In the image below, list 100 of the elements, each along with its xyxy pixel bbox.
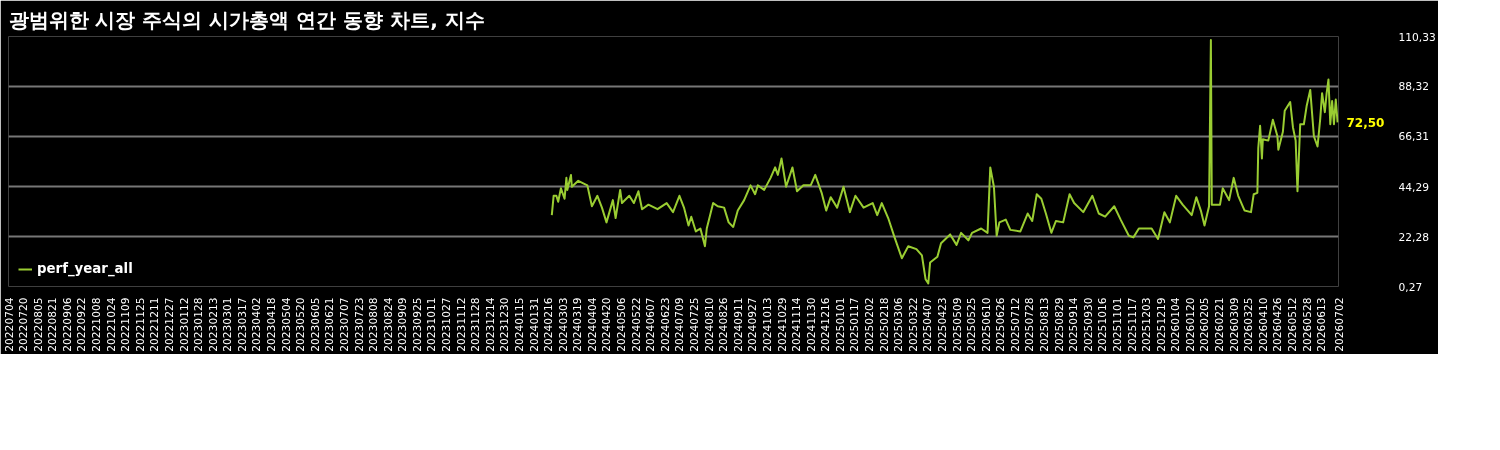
x-tick-label: 20251117: [1125, 297, 1139, 352]
x-tick-label: 20250525: [965, 297, 979, 352]
x-tick-label: 20220821: [46, 297, 60, 352]
x-tick-label: 20240131: [527, 297, 541, 352]
chart-title: 광범위한 시장 주식의 시가총액 연간 동향 차트, 지수: [8, 7, 485, 32]
x-tick-label: 20250101: [833, 297, 847, 352]
x-tick-label: 20260325: [1242, 297, 1256, 352]
x-tick-label: 20220720: [17, 297, 31, 352]
x-tick-label: 20231230: [498, 297, 512, 352]
x-tick-label: 20240927: [746, 297, 760, 352]
x-tick-label: 20260104: [1169, 297, 1183, 352]
x-tick-label: 20250626: [994, 297, 1008, 352]
x-tick-label: 20231011: [425, 297, 439, 352]
x-tick-label: 20231214: [483, 297, 497, 352]
y-tick-label: 0,27: [1398, 280, 1423, 294]
x-tick-label: 20221227: [162, 297, 176, 352]
y-tick-label: 44,29: [1398, 180, 1430, 194]
x-tick-label: 20250930: [1081, 297, 1095, 352]
x-tick-label: 20260528: [1300, 297, 1314, 352]
x-tick-label: 20250610: [979, 297, 993, 352]
x-tick-label: 20231112: [454, 297, 468, 352]
x-tick-label: 20221125: [133, 297, 147, 352]
x-tick-label: 20250813: [1038, 297, 1052, 352]
x-tick-label: 20240522: [629, 297, 643, 352]
x-tick-label: 20230301: [221, 297, 235, 352]
x-tick-label: 20221024: [104, 297, 118, 352]
x-tick-label: 20250218: [877, 297, 891, 352]
legend-label: perf_year_all: [37, 261, 133, 276]
x-tick-label: 20230128: [192, 297, 206, 352]
x-tick-label: 20260205: [1198, 297, 1212, 352]
x-tick-label: 20260221: [1213, 297, 1227, 352]
x-tick-label: 20220906: [60, 297, 74, 352]
x-tick-label: 20231027: [440, 297, 454, 352]
x-tick-label: 20250712: [1008, 297, 1022, 352]
x-tick-label: 20230213: [206, 297, 220, 352]
x-tick-label: 20260702: [1332, 297, 1346, 352]
x-tick-label: 20260120: [1183, 297, 1197, 352]
x-tick-label: 20250423: [935, 297, 949, 352]
x-tick-label: 20251203: [1140, 297, 1154, 352]
x-tick-label: 20251016: [1096, 297, 1110, 352]
x-tick-label: 20220704: [2, 297, 16, 352]
x-tick-label: 20220805: [31, 297, 45, 352]
x-tick-label: 20240810: [702, 297, 716, 352]
x-tick-label: 20230605: [308, 297, 322, 352]
x-tick-label: 20240709: [673, 297, 687, 352]
x-tick-label: 20240404: [585, 297, 599, 352]
x-tick-label: 20220922: [75, 297, 89, 352]
x-tick-label: 20250202: [863, 297, 877, 352]
data-label: 72,50: [1346, 115, 1385, 130]
x-tick-label: 20240420: [600, 297, 614, 352]
x-tick-label: 20250322: [906, 297, 920, 352]
y-tick-label: 88,32: [1398, 80, 1430, 94]
x-tick-label: 20250407: [921, 297, 935, 352]
x-tick-label: 20230112: [177, 297, 191, 352]
x-tick-label: 20250914: [1067, 297, 1081, 352]
x-tick-label: 20250509: [950, 297, 964, 352]
x-tick-label: 20241114: [790, 297, 804, 352]
x-tick-label: 20260512: [1286, 297, 1300, 352]
x-tick-label: 20240911: [731, 297, 745, 352]
x-tick-label: 20230418: [265, 297, 279, 352]
x-tick-label: 20240303: [556, 297, 570, 352]
x-tick-label: 20240607: [644, 297, 658, 352]
y-tick-label: 22,28: [1398, 230, 1430, 244]
x-tick-label: 20230402: [250, 297, 264, 352]
x-tick-label: 20240623: [658, 297, 672, 352]
x-tick-label: 20231128: [469, 297, 483, 352]
x-tick-label: 20250829: [1052, 297, 1066, 352]
x-tick-label: 20260410: [1256, 297, 1270, 352]
x-tick-label: 20251219: [1154, 297, 1168, 352]
x-tick-label: 20250306: [892, 297, 906, 352]
x-tick-label: 20230504: [279, 297, 293, 352]
x-tick-label: 20240319: [571, 297, 585, 352]
x-tick-label: 20230317: [235, 297, 249, 352]
x-tick-label: 20230520: [294, 297, 308, 352]
x-tick-label: 20240115: [512, 297, 526, 352]
x-tick-label: 20250728: [1023, 297, 1037, 352]
y-tick-label: 66,31: [1398, 130, 1430, 144]
y-tick-label: 110,33: [1398, 30, 1436, 44]
x-tick-label: 20260309: [1227, 297, 1241, 352]
x-tick-label: 20241013: [760, 297, 774, 352]
x-tick-label: 20221109: [119, 297, 133, 352]
x-tick-label: 20230621: [323, 297, 337, 352]
x-tick-label: 20230808: [367, 297, 381, 352]
x-tick-label: 20230723: [352, 297, 366, 352]
x-tick-label: 20260426: [1271, 297, 1285, 352]
x-tick-label: 20240725: [688, 297, 702, 352]
x-tick-label: 20230824: [381, 297, 395, 352]
x-tick-label: 20230909: [396, 297, 410, 352]
x-tick-label: 20241029: [775, 297, 789, 352]
x-tick-label: 20241130: [804, 297, 818, 352]
x-tick-label: 20230925: [410, 297, 424, 352]
line-series: [550, 38, 1339, 285]
x-tick-label: 20221211: [148, 297, 162, 352]
x-tick-label: 20240826: [717, 297, 731, 352]
x-tick-label: 20241216: [819, 297, 833, 352]
x-tick-label: 20240506: [615, 297, 629, 352]
x-tick-label: 20230707: [337, 297, 351, 352]
x-tick-label: 20221008: [90, 297, 104, 352]
x-tick-label: 20251101: [1110, 297, 1124, 352]
x-tick-label: 20250117: [848, 297, 862, 352]
